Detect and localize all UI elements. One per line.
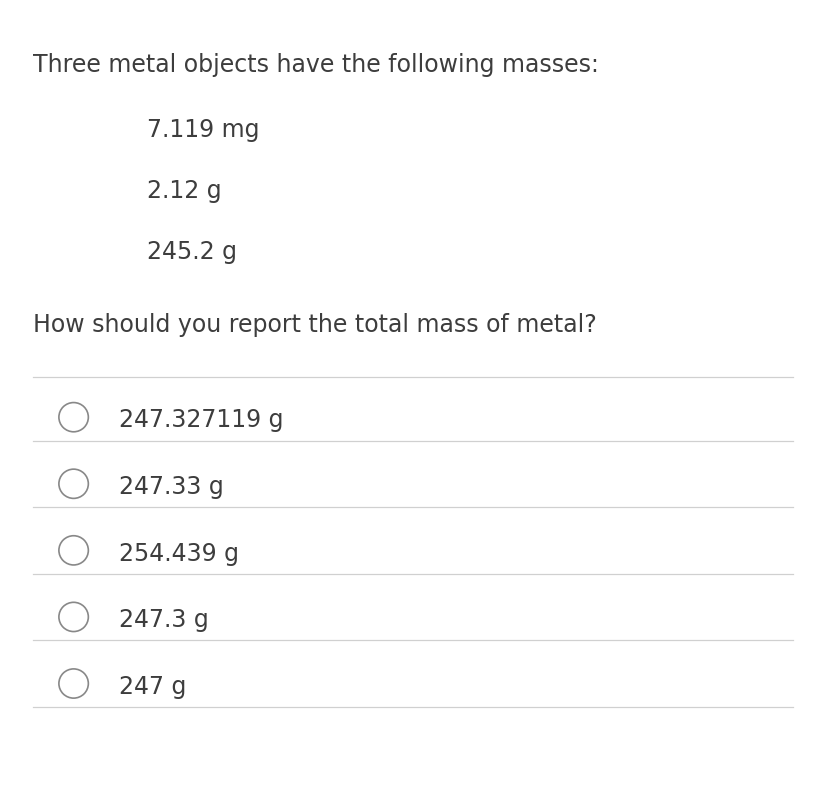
Text: 247.3 g: 247.3 g [119,607,209,632]
Text: How should you report the total mass of metal?: How should you report the total mass of … [33,312,596,337]
Text: 247 g: 247 g [119,674,186,698]
Text: 245.2 g: 245.2 g [147,239,237,264]
Text: 254.439 g: 254.439 g [119,541,239,565]
Text: 7.119 mg: 7.119 mg [147,118,260,142]
Text: 247.33 g: 247.33 g [119,474,223,499]
Text: 247.327119 g: 247.327119 g [119,408,283,432]
Text: 2.12 g: 2.12 g [147,178,222,203]
Text: Three metal objects have the following masses:: Three metal objects have the following m… [33,53,599,77]
